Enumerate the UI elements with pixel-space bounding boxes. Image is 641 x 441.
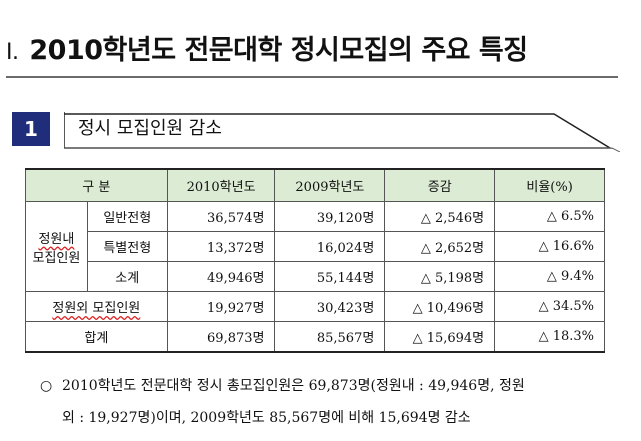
- summary-note: ○ 2010학년도 전문대학 정시 총모집인원은 69,873명(정원내 : 49…: [40, 370, 625, 434]
- value-2010: 36,574명: [166, 201, 276, 232]
- table-row: 정원내 모집인원 일반전형 36,574명 39,120명 △ 2,546명 △…: [25, 201, 605, 292]
- value-ratio: △ 9.4%: [494, 261, 605, 292]
- title-numeral: Ⅰ.: [6, 40, 19, 65]
- value-change: △ 2,652명: [384, 231, 496, 262]
- section-label: 정시 모집인원 감소: [78, 118, 222, 139]
- recruitment-table: 구 분 2010학년도 2009학년도 증감 비율(%) 정원내 모집인원 일반…: [25, 168, 605, 353]
- section-label-box: [64, 112, 621, 152]
- value-ratio: △ 18.3%: [494, 321, 605, 353]
- row-label: 일반전형: [86, 201, 168, 232]
- row-label: 소계: [86, 261, 168, 292]
- header-2010: 2010학년도: [166, 168, 276, 202]
- value-2009: 55,144명: [274, 261, 386, 292]
- value-change: △ 10,496명: [384, 291, 496, 322]
- value-2009: 39,120명: [274, 201, 386, 232]
- value-2010: 69,873명: [166, 321, 276, 353]
- row-label: 특별전형: [86, 231, 168, 262]
- header-change: 증감: [384, 168, 496, 202]
- header-category: 구 분: [25, 168, 168, 202]
- value-2009: 85,567명: [274, 321, 386, 353]
- page-title: Ⅰ. 2010학년도 전문대학 정시모집의 주요 특징: [6, 28, 528, 67]
- group-inner-label: 정원내 모집인원: [25, 201, 88, 292]
- value-2010: 49,946명: [166, 261, 276, 292]
- value-2009: 16,024명: [274, 231, 386, 262]
- note-line-1: 2010학년도 전문대학 정시 총모집인원은 69,873명(정원내 : 49,…: [62, 378, 525, 394]
- value-change: △ 5,198명: [384, 261, 496, 292]
- title-text: 2010학년도 전문대학 정시모집의 주요 특징: [29, 35, 528, 66]
- row-label: 정원외 모집인원: [25, 291, 168, 322]
- value-ratio: △ 6.5%: [494, 201, 605, 232]
- value-ratio: △ 16.6%: [494, 231, 605, 262]
- value-2009: 30,423명: [274, 291, 386, 322]
- value-2010: 19,927명: [166, 291, 276, 322]
- table-row: 합계 69,873명 85,567명 △ 15,694명 △ 18.3%: [25, 321, 605, 353]
- value-change: △ 2,546명: [384, 201, 496, 232]
- title-divider: [6, 76, 618, 78]
- value-change: △ 15,694명: [384, 321, 496, 353]
- table-row: 정원외 모집인원 19,927명 30,423명 △ 10,496명 △ 34.…: [25, 291, 605, 322]
- table-row: 특별전형 13,372명 16,024명 △ 2,652명 △ 16.6%: [26, 231, 605, 262]
- note-line-2: 외 : 19,927명)이며, 2009학년도 85,567명에 비해 15,6…: [62, 410, 471, 426]
- value-ratio: △ 34.5%: [494, 291, 605, 322]
- header-ratio: 비율(%): [494, 168, 605, 202]
- table-row: 소계 49,946명 55,144명 △ 5,198명 △ 9.4%: [26, 261, 605, 292]
- header-2009: 2009학년도: [274, 168, 386, 202]
- section-number-badge: 1: [12, 112, 50, 146]
- row-label: 합계: [25, 321, 168, 353]
- bullet-icon: ○: [40, 378, 53, 394]
- value-2010: 13,372명: [166, 231, 276, 262]
- table-header-row: 구 분 2010학년도 2009학년도 증감 비율(%): [25, 168, 605, 202]
